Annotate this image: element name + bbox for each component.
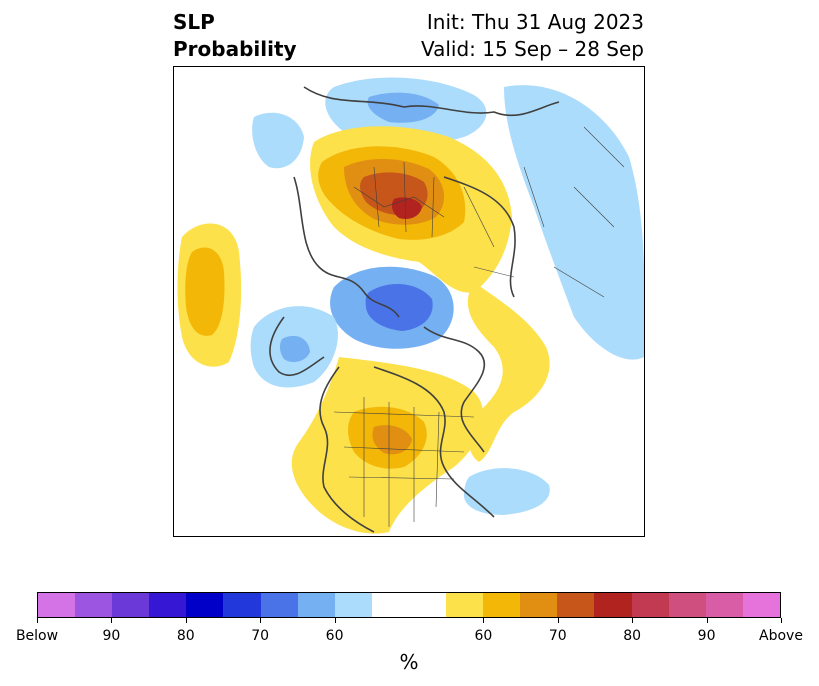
colorbar-tick-label: Above [759, 628, 803, 644]
title-variable-line2: Probability [173, 37, 297, 61]
colorbar-swatch [38, 593, 76, 617]
colorbar-tick-label: 90 [102, 628, 121, 644]
colorbar-tick-mark [557, 618, 559, 623]
colorbar-swatch [75, 593, 113, 617]
colorbar-swatch [223, 593, 261, 617]
colorbar-tick-mark [185, 618, 187, 623]
colorbar-swatch [520, 593, 558, 617]
colorbar-swatch [112, 593, 150, 617]
map-title: SLP Probability [173, 9, 297, 63]
above-region-europe-80 [391, 197, 422, 219]
polar-map-svg [177, 77, 644, 534]
colorbar-swatch [742, 593, 780, 617]
valid-date-label: Valid: 15 Sep – 28 Sep [420, 37, 644, 61]
colorbar-tick-mark [37, 618, 38, 623]
below-region-alaska-65 [279, 335, 310, 363]
above-region-pacific-65 [185, 247, 225, 336]
colorbar-tick-mark [781, 618, 782, 623]
colorbar-tick-label: 60 [474, 628, 493, 644]
colorbar-swatch [260, 593, 298, 617]
above-region-namerica-70 [372, 425, 412, 455]
colorbar-swatch [705, 593, 743, 617]
below-region-atlantic-north [252, 112, 304, 169]
colorbar-tick-label: Below [15, 628, 59, 644]
colorbar-swatch [297, 593, 335, 617]
colorbar-tick-mark [111, 618, 113, 623]
below-region-greenland-70 [365, 283, 433, 331]
below-region-arctic-mid [367, 92, 439, 123]
colorbar-tick-label: 70 [251, 628, 270, 644]
colorbar-tick-mark [334, 618, 336, 623]
colorbar-tick-mark [632, 618, 634, 623]
colorbar-tick-label: 60 [325, 628, 344, 644]
title-variable-line1: SLP [173, 10, 215, 34]
colorbar-tick-mark [483, 618, 485, 623]
probability-colorbar [37, 592, 781, 618]
colorbar-swatch [668, 593, 706, 617]
coastlines [269, 86, 560, 533]
colorbar-swatch [334, 593, 372, 617]
colorbar-swatch [557, 593, 595, 617]
colorbar-tick-mark [706, 618, 708, 623]
below-region-atlantic-west [463, 468, 550, 515]
colorbar-tick-label: 90 [697, 628, 716, 644]
above-region-atlantic-tail [467, 282, 550, 462]
polar-map [173, 66, 645, 537]
map-dates: Init: Thu 31 Aug 2023 Valid: 15 Sep – 28… [421, 9, 644, 63]
colorbar-swatch [186, 593, 224, 617]
colorbar-swatch [483, 593, 521, 617]
colorbar-swatch [631, 593, 669, 617]
below-region-siberia [504, 85, 644, 360]
colorbar-tick-mark [260, 618, 262, 623]
country-borders [333, 126, 625, 527]
colorbar-swatch [446, 593, 484, 617]
colorbar-tick-label: 80 [176, 628, 195, 644]
colorbar-swatch [149, 593, 187, 617]
colorbar-tick-label: 70 [548, 628, 567, 644]
colorbar-unit-label: % [399, 650, 419, 674]
init-date-label: Init: Thu 31 Aug 2023 [426, 10, 644, 34]
colorbar-tick-label: 80 [623, 628, 642, 644]
colorbar-swatch [371, 593, 447, 617]
colorbar-swatch [594, 593, 632, 617]
